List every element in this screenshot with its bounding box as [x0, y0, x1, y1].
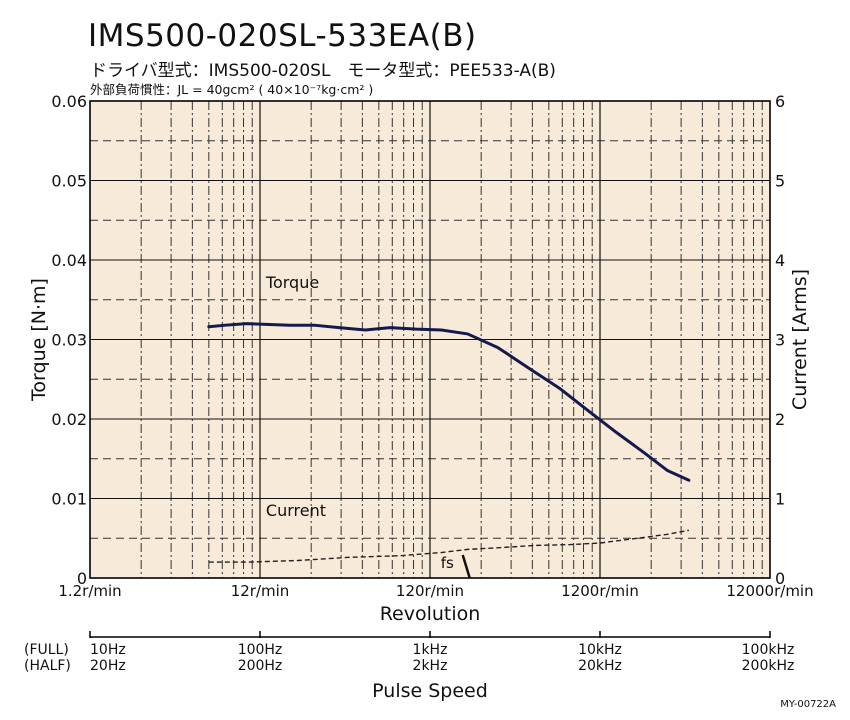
- y-right-tick-label: 4: [775, 251, 785, 270]
- x-axis-label: Revolution: [380, 603, 481, 625]
- pulse-tick-label: 1kHz: [413, 642, 448, 658]
- x-tick-label: 1.2r/min: [58, 582, 121, 600]
- y-right-tick-label: 6: [775, 92, 785, 111]
- pulse-tick-label: 200Hz: [238, 658, 283, 674]
- chart-subtitle: ドライバ型式：IMS500-020SL モータ型式：PEE533-A(B): [90, 61, 556, 81]
- y-right-tick-label: 2: [775, 410, 785, 429]
- chart-title: IMS500-020SL-533EA(B): [88, 18, 477, 54]
- x-tick-label: 1200r/min: [561, 582, 639, 600]
- y-left-tick-label: 0.05: [51, 172, 87, 191]
- y-left-tick-label: 0.03: [51, 331, 87, 350]
- document-code: MY-00722A: [780, 699, 836, 710]
- y-left-tick-label: 0.01: [51, 490, 87, 509]
- pulse-tick-label: 100Hz: [238, 642, 283, 658]
- pulse-axis-label: Pulse Speed: [372, 680, 488, 702]
- pulse-row-label: (HALF): [24, 658, 71, 674]
- load-inertia-note: 外部負荷慣性：JL = 40gcm² ( 40×10⁻⁷kg·cm² ): [90, 82, 374, 97]
- x-tick-label: 12r/min: [231, 582, 290, 600]
- current-series-line: [208, 529, 690, 563]
- pulse-tick-label: 100kHz: [742, 642, 795, 658]
- fs-annotation: fs: [441, 554, 454, 572]
- y-right-tick-label: 1: [775, 490, 785, 509]
- pulse-tick-label: 2kHz: [413, 658, 448, 674]
- pulse-tick-label: 200kHz: [742, 658, 795, 674]
- y-left-tick-label: 0: [77, 569, 87, 588]
- y-left-tick-label: 0.04: [51, 251, 87, 270]
- pulse-tick-label: 10Hz: [90, 642, 126, 658]
- pulse-tick-label: 10kHz: [578, 642, 622, 658]
- plot-frame: [89, 100, 771, 579]
- current-label: Current: [266, 501, 326, 520]
- y-right-axis-label: Current [Arms]: [789, 269, 811, 410]
- y-left-tick-label: 0.02: [51, 410, 87, 429]
- fs-marker: [461, 554, 471, 579]
- pulse-tick-label: 20kHz: [578, 658, 622, 674]
- y-right-tick-label: 0: [775, 569, 785, 588]
- x-tick-label: 12000r/min: [726, 582, 813, 600]
- y-left-tick-label: 0.06: [51, 92, 87, 111]
- y-left-axis-label: Torque [N·m]: [28, 278, 50, 402]
- torque-label: Torque: [265, 273, 319, 292]
- y-right-tick-label: 5: [775, 172, 785, 191]
- pulse-row-label: (FULL): [24, 642, 69, 658]
- y-right-tick-label: 3: [775, 331, 785, 350]
- torque-series-line: [207, 322, 691, 482]
- x-tick-label: 120r/min: [396, 582, 464, 600]
- pulse-tick-label: 20Hz: [90, 658, 126, 674]
